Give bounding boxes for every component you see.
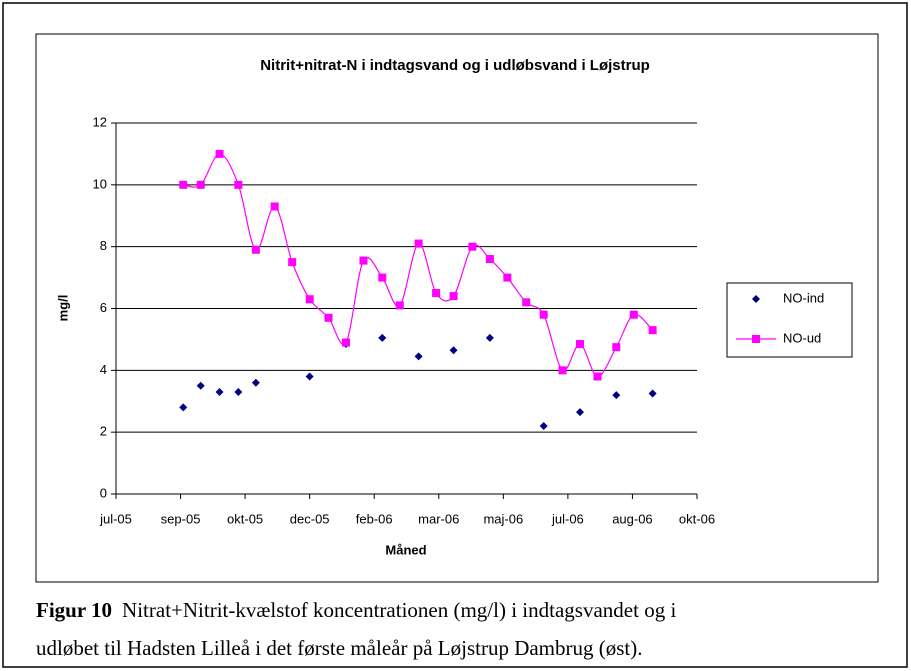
y-tick-label: 8 [100, 238, 107, 253]
data-point [539, 421, 548, 430]
data-point [378, 273, 387, 282]
data-point [196, 381, 205, 390]
data-point [395, 301, 404, 310]
y-tick-label: 4 [100, 362, 107, 377]
y-tick-label: 0 [100, 485, 107, 500]
data-point [359, 256, 368, 265]
data-point [522, 298, 531, 307]
x-tick-label: jul-06 [551, 511, 584, 526]
y-axis-title: mg/l [55, 295, 70, 322]
data-point [341, 338, 350, 347]
data-point [251, 378, 260, 387]
data-point [629, 310, 638, 319]
data-point [196, 180, 205, 189]
data-point [612, 343, 621, 352]
data-point [215, 387, 224, 396]
x-tick-label: jul-05 [99, 511, 132, 526]
caption-text: udløbet til Hadsten Lilleå i det første … [36, 636, 643, 660]
legend-label: NO-ud [783, 330, 821, 345]
data-point [288, 258, 297, 267]
legend-label: NO-ind [783, 290, 824, 305]
data-point [612, 391, 621, 400]
caption-line: Figur 10 Nitrat+Nitrit-kvælstof koncentra… [36, 598, 676, 622]
legend-box [726, 282, 853, 358]
data-point [432, 289, 441, 298]
y-tick-label: 10 [93, 176, 107, 191]
data-point [251, 245, 260, 254]
x-tick-label: okt-05 [227, 511, 263, 526]
data-point [449, 292, 458, 301]
data-point [179, 403, 188, 412]
data-point [485, 255, 494, 264]
data-point [449, 346, 458, 355]
data-point [414, 239, 423, 248]
data-point [539, 310, 548, 319]
plot-layer: 0 2 4 6 8 10 12 jul-05 sep-05 okt-05 dec-05 feb-06 m… [93, 114, 825, 526]
x-tick-label: dec-05 [290, 511, 330, 526]
data-point [234, 180, 243, 189]
data-point [305, 372, 314, 381]
data-point [575, 340, 584, 349]
data-point [324, 313, 333, 322]
chart-title: Nitrit+nitrat-N i indtagsvand og i udløb… [260, 57, 650, 74]
data-point [179, 180, 188, 189]
x-tick-label: feb-06 [356, 511, 393, 526]
caption-text: Nitrat+Nitrit-kvælstof koncentrationen (… [122, 598, 676, 622]
x-tick-label: mar-06 [418, 511, 459, 526]
data-point [503, 273, 512, 282]
x-tick-label: maj-06 [483, 511, 523, 526]
data-point [378, 333, 387, 342]
data-point [648, 389, 657, 398]
y-tick-label: 12 [93, 114, 107, 129]
x-tick-label: aug-06 [612, 511, 652, 526]
data-point [593, 372, 602, 381]
y-tick-label: 2 [100, 424, 107, 439]
data-point [558, 366, 567, 375]
x-tick-label: okt-06 [679, 511, 715, 526]
x-axis-title: Måned [385, 542, 426, 557]
data-point [234, 387, 243, 396]
legend-marker [752, 295, 760, 303]
x-tick-label: sep-05 [161, 511, 201, 526]
legend-marker [752, 335, 760, 343]
data-point [414, 352, 423, 361]
data-point [468, 242, 477, 251]
data-point [648, 326, 657, 335]
data-point [215, 149, 224, 158]
data-point [270, 202, 279, 211]
caption-label: Figur 10 [36, 598, 112, 622]
data-point [575, 408, 584, 417]
data-point [305, 295, 314, 304]
data-point [485, 333, 494, 342]
y-tick-label: 6 [100, 300, 107, 315]
